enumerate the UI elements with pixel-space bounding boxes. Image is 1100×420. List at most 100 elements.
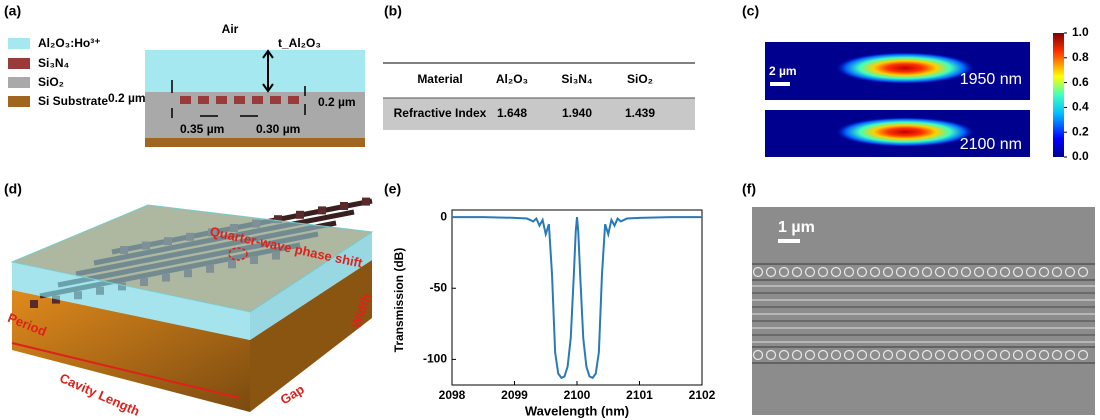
nitride-segment — [252, 96, 263, 104]
sem-tooth — [817, 266, 829, 278]
x-axis-label: Wavelength (nm) — [525, 403, 629, 418]
sem-tooth — [804, 266, 816, 278]
panel-label: (b) — [384, 3, 402, 19]
sem-tooth — [778, 266, 790, 278]
sem-tooth — [1025, 349, 1037, 361]
sem-tooth — [830, 266, 842, 278]
sem-tooth — [895, 266, 907, 278]
colorbar-tick-label: 1.0 — [1072, 25, 1089, 39]
table-row-bg — [383, 98, 695, 130]
panel-b: Material Al₂O₃ Si₃N₄ SiO₂ Refractive Ind… — [383, 62, 695, 130]
scale-bar — [778, 239, 800, 243]
sem-tooth — [1012, 266, 1024, 278]
sem-tooth — [908, 349, 920, 361]
table-header: SiO₂ — [627, 72, 653, 86]
sem-tooth — [765, 266, 777, 278]
mode-profile — [835, 52, 975, 84]
legend-label: Al₂O₃:Ho³⁺ — [38, 36, 101, 50]
x-tick-label: 2102 — [689, 388, 716, 402]
grating-tooth — [274, 215, 282, 224]
colorbar-tick-label: 0.2 — [1072, 124, 1089, 138]
sem-tooth — [999, 349, 1011, 361]
legend-swatch — [8, 77, 30, 88]
table-cell: 1.648 — [497, 106, 527, 120]
cladding-face — [250, 232, 372, 340]
table-header: Al₂O₃ — [496, 72, 528, 86]
substrate-layer — [145, 138, 365, 147]
sem-tooth — [1051, 266, 1063, 278]
legend-swatch — [8, 96, 30, 107]
dimension-label: 0.30 µm — [256, 122, 300, 136]
panel-a: Al₂O₃:Ho³⁺ Si₃N₄ SiO₂ Si Substrate Air t… — [8, 22, 365, 147]
sem-tooth — [752, 349, 764, 361]
panel-d: Quarter-wave phase shift Period Width Ca… — [6, 197, 374, 419]
plot-frame — [451, 209, 703, 386]
sem-tooth — [999, 266, 1011, 278]
sem-tooth — [908, 266, 920, 278]
sem-tooth — [765, 349, 777, 361]
nitride-segment — [198, 96, 209, 104]
legend-swatch — [8, 58, 30, 69]
y-tick-label: 0 — [440, 209, 447, 223]
sem-tooth — [986, 349, 998, 361]
sem-tooth — [791, 266, 803, 278]
sem-tooth — [804, 349, 816, 361]
grating-tooth — [362, 197, 370, 206]
table-cell: 1.940 — [562, 106, 592, 120]
legend-label: SiO₂ — [38, 75, 64, 89]
colorbar — [1053, 33, 1064, 157]
substrate-face — [12, 290, 250, 412]
colorbar-tick-label: 0.0 — [1072, 149, 1089, 163]
nitride-segment — [234, 96, 245, 104]
mode-label: 1950 nm — [960, 71, 1022, 88]
sem-tooth — [960, 349, 972, 361]
sem-tooth — [947, 349, 959, 361]
sem-tooth — [778, 349, 790, 361]
sem-tooth — [1038, 349, 1050, 361]
sem-tooth — [973, 349, 985, 361]
sem-tooth — [960, 266, 972, 278]
mode-label: 2100 nm — [960, 136, 1022, 153]
grating-tooth — [52, 295, 60, 304]
nitride-segment — [288, 96, 299, 104]
table-header: Si₃N₄ — [561, 72, 593, 86]
grating-tooth — [318, 206, 326, 215]
panel-labels: (a) (b) (c) (d) (e) (f) — [4, 3, 759, 197]
panel-label: (f) — [742, 181, 756, 197]
grating-tooth — [340, 202, 348, 210]
colorbar-tick-label: 0.8 — [1072, 50, 1089, 64]
dimension-label: 0.35 µm — [180, 122, 224, 136]
arrow-heads — [262, 49, 274, 93]
sem-features — [752, 263, 1095, 364]
grating-tooth — [296, 210, 304, 219]
nitride-segment — [216, 96, 227, 104]
grating-tooth — [30, 300, 38, 308]
length-arrow — [11, 342, 241, 399]
sem-tooth — [1038, 266, 1050, 278]
sem-tooth — [947, 266, 959, 278]
substrate-face — [250, 260, 372, 412]
sem-tooth — [869, 266, 881, 278]
panel-label: (e) — [384, 181, 401, 197]
panel-e: Transmission (dB) Wavelength (nm) -100 -5… — [392, 209, 715, 418]
sem-tooth — [1025, 266, 1037, 278]
panel-label: (a) — [4, 3, 21, 19]
legend-label: Si Substrate — [38, 94, 108, 108]
sem-image — [752, 207, 1095, 415]
table-cell: 1.439 — [625, 106, 655, 120]
sem-tooth — [843, 349, 855, 361]
y-axis-label: Transmission (dB) — [392, 248, 406, 353]
sem-tooth — [752, 266, 764, 278]
sem-tooth — [895, 349, 907, 361]
nitride-segment — [180, 96, 191, 104]
scale-label: 1 µm — [778, 219, 815, 236]
sem-tooth — [973, 266, 985, 278]
sem-tooth — [921, 349, 933, 361]
sem-tooth — [921, 266, 933, 278]
sem-tooth — [843, 266, 855, 278]
sem-tooth — [882, 266, 894, 278]
nitride-segment — [270, 96, 281, 104]
sem-tooth — [856, 266, 868, 278]
